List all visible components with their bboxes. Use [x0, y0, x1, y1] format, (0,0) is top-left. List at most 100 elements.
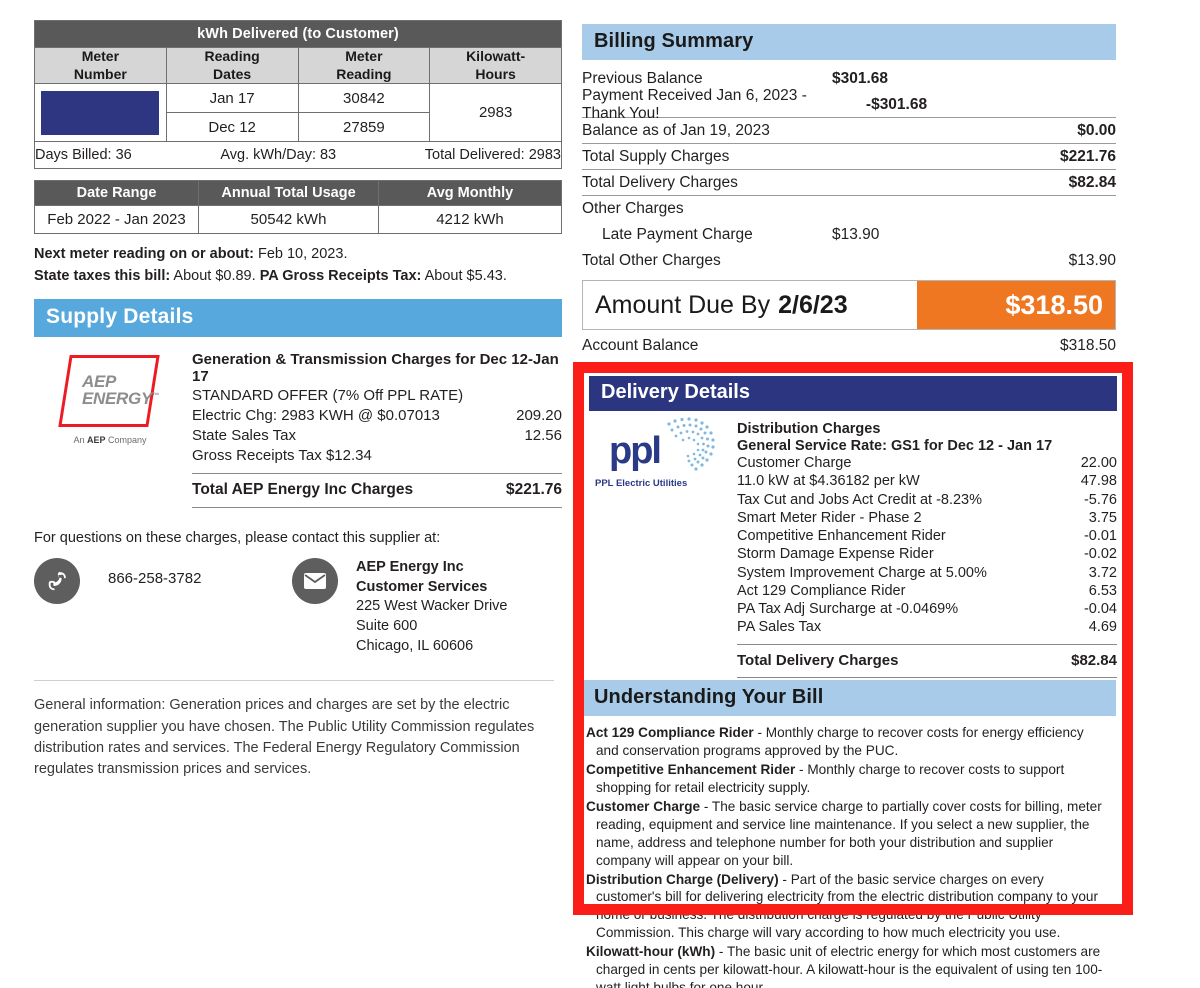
account-balance-value: $318.50 — [1059, 337, 1116, 354]
supplier-address-line3: Chicago, IL 60606 — [356, 637, 474, 654]
delivery-line-label: System Improvement Charge at 5.00% — [737, 564, 987, 581]
annual-col-total-usage: Annual Total Usage — [198, 180, 379, 206]
annual-avg-monthly-value: 4212 kWh — [378, 205, 562, 234]
billing-summary-rows: Previous Balance $301.68 Payment Receive… — [582, 66, 1116, 274]
supplier-address-line1: 225 West Wacker Drive — [356, 598, 508, 615]
supply-line-amount: 209.20 — [516, 406, 562, 424]
supply-details-body: AEP ENERGY™ An AEP Company Generation & … — [34, 349, 562, 508]
gross-receipts-label: PA Gross Receipts Tax: — [259, 267, 422, 284]
meter-reading-0: 30842 — [297, 83, 431, 113]
glossary-item: Competitive Enhancement Rider - Monthly … — [586, 761, 1110, 797]
delivery-details-body: ppl — [589, 417, 1117, 678]
glossary-term: Customer Charge — [586, 798, 701, 814]
billing-row-mid-amount: $301.68 — [832, 70, 889, 87]
meter-reading-1: 27859 — [297, 112, 431, 142]
billing-row-total-supply: Total Supply Charges $221.76 — [582, 144, 1116, 170]
delivery-line-label: Act 129 Compliance Rider — [737, 582, 906, 599]
supply-total-amount: $221.76 — [505, 480, 562, 498]
billing-row-mid-amount: -$301.68 — [865, 95, 928, 113]
delivery-line-item: Storm Damage Expense Rider -0.02 — [737, 545, 1117, 563]
billing-row-label: Total Delivery Charges — [582, 173, 738, 191]
sunburst-icon — [667, 417, 715, 471]
delivery-line-item: Competitive Enhancement Rider -0.01 — [737, 527, 1117, 545]
billing-row-right-amount: $82.84 — [1068, 173, 1116, 191]
billing-row-label: Payment Received Jan 6, 2023 - Thank You… — [582, 86, 807, 122]
col-header-reading-dates: Reading Dates — [165, 47, 299, 84]
total-delivered: Total Delivered: 2983 — [424, 147, 561, 163]
usage-summary-row: Days Billed: 36 Avg. kWh/Day: 83 Total D… — [34, 141, 562, 169]
aep-energy-logo: AEP ENERGY™ An AEP Company — [34, 349, 186, 508]
state-taxes-note: State taxes this bill: About $0.89. PA G… — [34, 266, 562, 288]
glossary-definition: - The basic service charge to partially … — [596, 798, 1102, 868]
supply-total-row: Total AEP Energy Inc Charges $221.76 — [192, 472, 562, 508]
delivery-line-amount: -5.76 — [1083, 491, 1117, 508]
billing-row-label: Other Charges — [582, 200, 684, 217]
billing-row-right-amount: $0.00 — [1077, 121, 1116, 139]
kilowatt-hours-value: 2983 — [429, 83, 562, 142]
supplier-address: AEP Energy Inc Customer Services 225 Wes… — [338, 558, 508, 657]
delivery-line-item: 11.0 kW at $4.36182 per kW 47.98 — [737, 472, 1117, 490]
mail-contact-block: AEP Energy Inc Customer Services 225 Wes… — [292, 557, 508, 657]
supply-offer-line: STANDARD OFFER (7% Off PPL RATE) — [192, 386, 562, 406]
service-rate-line: General Service Rate: GS1 for Dec 12 - J… — [737, 438, 1053, 454]
glossary-definition: - The basic unit of electric energy for … — [596, 944, 1103, 988]
annual-usage-table: Date Range Annual Total Usage Avg Monthl… — [34, 180, 562, 234]
phone-icon — [34, 557, 80, 604]
glossary-term: Competitive Enhancement Rider — [586, 761, 796, 777]
meter-reading-header-line1: Meter — [345, 48, 383, 64]
supplier-phone-number[interactable]: 866-258-3782 — [108, 569, 202, 587]
supplier-contact-row: 866-258-3782 AEP Energy Inc Customer Ser… — [34, 557, 562, 657]
meter-number-cell — [34, 83, 167, 142]
understanding-your-bill-header: Understanding Your Bill — [582, 680, 1116, 716]
supply-line-label: State Sales Tax — [192, 426, 296, 444]
annual-col-date-range: Date Range — [34, 180, 199, 206]
delivery-details-header: Delivery Details — [589, 376, 1117, 411]
delivery-line-item: PA Tax Adj Surcharge at -0.0469% -0.04 — [737, 600, 1117, 618]
next-meter-reading-note: Next meter reading on or about: Feb 10, … — [34, 244, 562, 266]
billing-row-right-amount: $13.90 — [1068, 252, 1116, 269]
billing-row-total-delivery: Total Delivery Charges $82.84 — [582, 170, 1116, 196]
ppl-logo-word: ppl — [609, 430, 662, 472]
delivery-line-amount: 47.98 — [1080, 473, 1117, 490]
supply-details-header: Supply Details — [34, 298, 562, 337]
aep-logo-text: AEP ENERGY™ — [82, 371, 182, 408]
delivery-line-label: PA Sales Tax — [737, 619, 822, 636]
reading-dates-header-line1: Reading — [204, 48, 260, 64]
supply-line-item: State Sales Tax 12.56 — [192, 426, 562, 446]
days-billed: Days Billed: 36 — [35, 147, 132, 163]
meter-number-header-line2: Number — [73, 65, 127, 82]
supplier-contact-intro: For questions on these charges, please c… — [34, 529, 441, 546]
delivery-line-label: Tax Cut and Jobs Act Credit at -8.23% — [737, 491, 983, 508]
aep-logo-line1: AEP — [82, 371, 117, 391]
redaction-block — [41, 90, 160, 135]
general-information-text: General information: Generation prices a… — [34, 680, 554, 780]
kwh-delivered-table: kWh Delivered (to Customer) Meter Number… — [34, 20, 562, 169]
amount-due-label-wrap: Amount Due By 2/6/23 — [583, 281, 917, 329]
meter-reading-header-line2: Reading — [336, 65, 392, 82]
billing-row-late-payment: Late Payment Charge $13.90 — [582, 222, 1116, 248]
meter-number-header-line1: Meter — [81, 48, 120, 64]
glossary-term: Distribution Charge (Delivery) — [586, 871, 779, 887]
glossary-item: Kilowatt-hour (kWh) - The basic unit of … — [586, 943, 1110, 988]
billing-row-right-amount: $221.76 — [1059, 147, 1116, 165]
ppl-logo-mark: ppl — [595, 417, 735, 482]
supply-charge-lines: Generation & Transmission Charges for De… — [192, 349, 562, 508]
meter-notes: Next meter reading on or about: Feb 10, … — [34, 244, 562, 288]
delivery-line-label: Smart Meter Rider - Phase 2 — [737, 509, 922, 526]
glossary-list: Act 129 Compliance Rider - Monthly charg… — [582, 716, 1110, 988]
avg-kwh-per-day: Avg. kWh/Day: 83 — [220, 147, 337, 163]
delivery-line-amount: -0.01 — [1083, 528, 1117, 545]
supply-total-label: Total AEP Energy Inc Charges — [192, 480, 414, 498]
left-column: kWh Delivered (to Customer) Meter Number… — [34, 20, 562, 780]
delivery-line-amount: 3.72 — [1088, 564, 1117, 581]
phone-contact-block: 866-258-3782 — [34, 557, 292, 657]
col-header-meter-reading: Meter Reading — [297, 47, 431, 84]
delivery-line-item: Smart Meter Rider - Phase 2 3.75 — [737, 509, 1117, 527]
delivery-line-item: System Improvement Charge at 5.00% 3.72 — [737, 564, 1117, 582]
account-balance-label: Account Balance — [582, 337, 699, 354]
delivery-line-item: Tax Cut and Jobs Act Credit at -8.23% -5… — [737, 491, 1117, 509]
delivery-line-amount: 3.75 — [1088, 509, 1117, 526]
distribution-charges-title: Distribution Charges — [737, 421, 881, 437]
delivery-total-row: Total Delivery Charges $82.84 — [737, 643, 1117, 678]
supply-line-label: Gross Receipts Tax $12.34 — [192, 446, 372, 464]
